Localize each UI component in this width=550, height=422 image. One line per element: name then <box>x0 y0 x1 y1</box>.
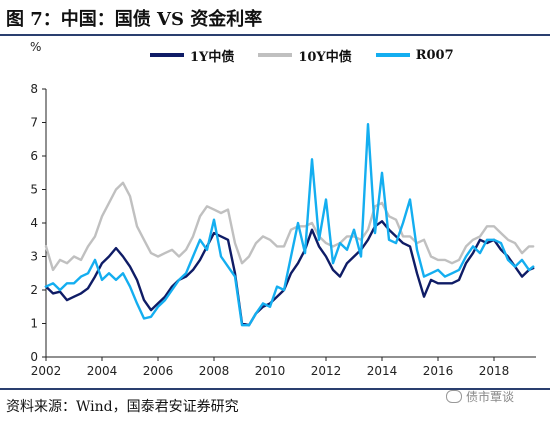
y-tick-label: 3 <box>30 250 38 264</box>
series-line-r007 <box>44 123 535 327</box>
y-tick-label: 0 <box>30 350 38 364</box>
legend-item-10y: 10Y中债 <box>258 46 352 65</box>
x-tick-label: 2006 <box>143 364 174 378</box>
y-tick-label: 5 <box>30 183 38 197</box>
legend-label-10y: 10Y中债 <box>298 49 352 65</box>
x-tick-label: 2002 <box>31 364 62 378</box>
legend-label-r007: R007 <box>415 47 454 63</box>
y-tick-label: 2 <box>30 283 38 297</box>
y-tick-label: 8 <box>30 82 38 96</box>
legend-item-1y: 1Y中债 <box>150 46 234 65</box>
x-tick-label: 2010 <box>255 364 286 378</box>
source-bar: 资料来源：Wind，国泰君安证券研究 <box>0 388 550 422</box>
wechat-icon <box>446 390 462 403</box>
legend-swatch-10y <box>258 53 293 57</box>
legend: 1Y中债 10Y中债 R007 <box>150 46 478 65</box>
y-tick-label: 1 <box>30 317 38 331</box>
watermark: 债市覃谈 <box>446 388 514 405</box>
legend-swatch-r007 <box>375 53 410 57</box>
x-tick-label: 2016 <box>423 364 454 378</box>
legend-swatch-1y <box>150 53 184 57</box>
x-tick-label: 2014 <box>367 364 398 378</box>
x-tick-label: 2008 <box>199 364 230 378</box>
chart-title: 图 7：中国：国债 VS 资金利率 <box>6 9 263 30</box>
title-bar: 图 7：中国：国债 VS 资金利率 <box>0 0 550 36</box>
y-tick-label: 4 <box>30 216 38 230</box>
series-line-10y <box>44 181 535 272</box>
x-tick-label: 2004 <box>87 364 118 378</box>
x-tick-label: 2012 <box>311 364 342 378</box>
legend-label-1y: 1Y中债 <box>190 49 235 65</box>
legend-item-r007: R007 <box>375 47 454 63</box>
series-line-1y <box>44 220 535 327</box>
y-tick-label: 7 <box>30 116 38 130</box>
y-axis-unit: % <box>30 40 42 54</box>
source-note: 资料来源：Wind，国泰君安证券研究 <box>6 399 239 415</box>
y-tick-label: 6 <box>30 149 38 163</box>
watermark-text: 债市覃谈 <box>466 390 515 404</box>
x-tick-label: 2018 <box>479 364 510 378</box>
